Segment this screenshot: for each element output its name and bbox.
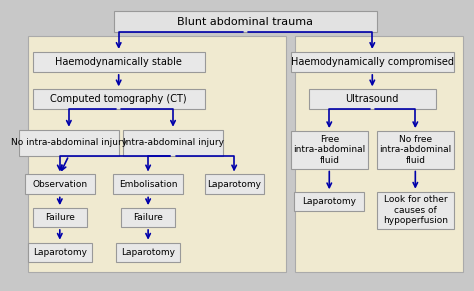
- FancyBboxPatch shape: [291, 52, 454, 72]
- FancyBboxPatch shape: [28, 243, 91, 262]
- FancyBboxPatch shape: [33, 89, 205, 109]
- Text: No free
intra-abdominal
fluid: No free intra-abdominal fluid: [379, 135, 451, 165]
- Text: Laparotomy: Laparotomy: [302, 197, 356, 206]
- FancyBboxPatch shape: [28, 36, 286, 272]
- Text: Haemodynamically stable: Haemodynamically stable: [55, 57, 182, 67]
- FancyBboxPatch shape: [117, 243, 180, 262]
- Text: Laparotomy: Laparotomy: [33, 248, 87, 257]
- FancyBboxPatch shape: [205, 174, 264, 194]
- FancyBboxPatch shape: [113, 174, 183, 194]
- FancyBboxPatch shape: [33, 52, 205, 72]
- FancyBboxPatch shape: [121, 208, 175, 227]
- FancyBboxPatch shape: [114, 11, 377, 32]
- Text: Embolisation: Embolisation: [119, 180, 177, 189]
- Text: Laparotomy: Laparotomy: [207, 180, 261, 189]
- Text: Haemodynamically compromised: Haemodynamically compromised: [291, 57, 454, 67]
- Text: Intra-abdominal injury: Intra-abdominal injury: [122, 138, 224, 147]
- FancyBboxPatch shape: [294, 192, 365, 211]
- Text: Free
intra-abdominal
fluid: Free intra-abdominal fluid: [293, 135, 365, 165]
- Text: Failure: Failure: [133, 213, 163, 222]
- Text: Observation: Observation: [32, 180, 87, 189]
- FancyBboxPatch shape: [123, 130, 223, 156]
- FancyBboxPatch shape: [309, 89, 436, 109]
- Text: No intra-abdominal injury: No intra-abdominal injury: [11, 138, 127, 147]
- FancyBboxPatch shape: [25, 174, 95, 194]
- FancyBboxPatch shape: [19, 130, 118, 156]
- Text: Look for other
causes of
hypoperfusion: Look for other causes of hypoperfusion: [383, 196, 448, 225]
- FancyBboxPatch shape: [377, 191, 454, 229]
- FancyBboxPatch shape: [33, 208, 87, 227]
- Text: Laparotomy: Laparotomy: [121, 248, 175, 257]
- FancyBboxPatch shape: [377, 131, 454, 168]
- Text: Computed tomography (CT): Computed tomography (CT): [50, 94, 187, 104]
- FancyBboxPatch shape: [295, 36, 463, 272]
- Text: Ultrasound: Ultrasound: [346, 94, 399, 104]
- Text: Failure: Failure: [45, 213, 75, 222]
- Text: Blunt abdominal trauma: Blunt abdominal trauma: [177, 17, 313, 26]
- FancyBboxPatch shape: [291, 131, 368, 168]
